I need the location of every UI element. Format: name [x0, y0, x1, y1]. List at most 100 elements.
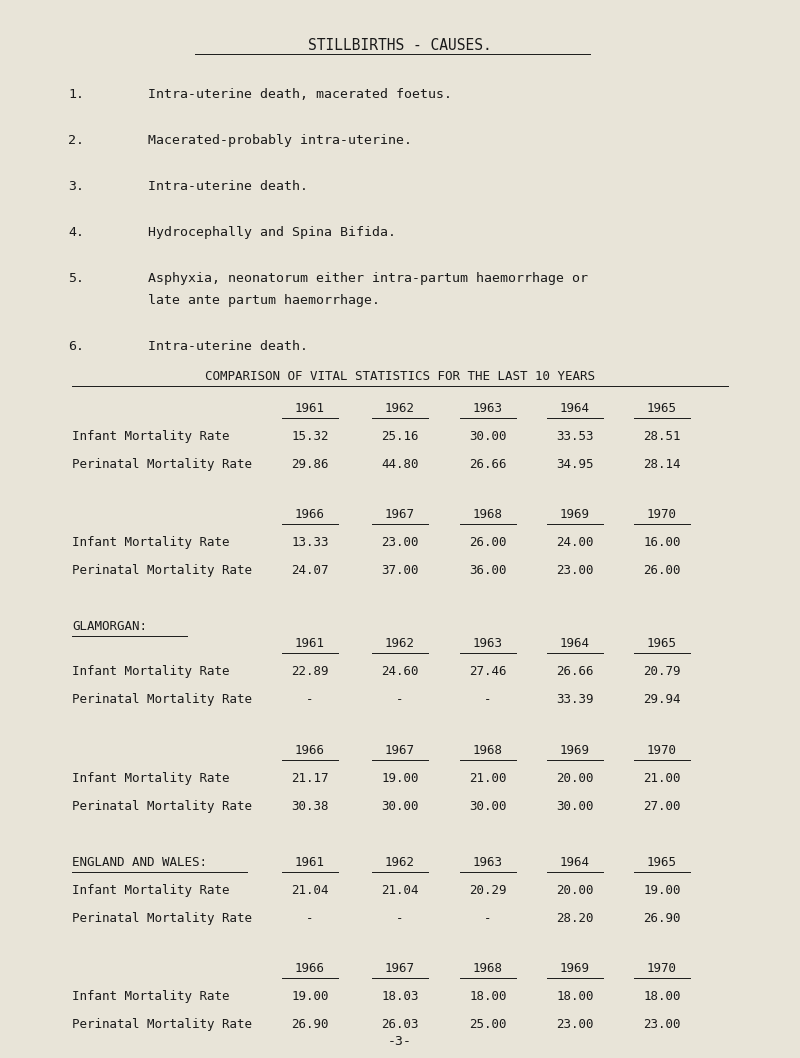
- Text: 21.17: 21.17: [291, 771, 329, 785]
- Text: 1964: 1964: [560, 637, 590, 651]
- Text: 20.79: 20.79: [643, 665, 681, 678]
- Text: 20.29: 20.29: [470, 883, 506, 896]
- Text: late ante partum haemorrhage.: late ante partum haemorrhage.: [148, 294, 380, 307]
- Text: 19.00: 19.00: [643, 883, 681, 896]
- Text: -3-: -3-: [388, 1035, 412, 1048]
- Text: 19.00: 19.00: [291, 990, 329, 1003]
- Text: 18.03: 18.03: [382, 990, 418, 1003]
- Text: 22.89: 22.89: [291, 665, 329, 678]
- Text: 23.00: 23.00: [556, 564, 594, 578]
- Text: Hydrocephally and Spina Bifida.: Hydrocephally and Spina Bifida.: [148, 226, 396, 239]
- Text: 28.14: 28.14: [643, 458, 681, 471]
- Text: 23.00: 23.00: [382, 536, 418, 549]
- Text: 1970: 1970: [647, 962, 677, 975]
- Text: 1962: 1962: [385, 637, 415, 651]
- Text: 23.00: 23.00: [643, 1018, 681, 1030]
- Text: 29.94: 29.94: [643, 693, 681, 706]
- Text: 1963: 1963: [473, 637, 503, 651]
- Text: Infant Mortality Rate: Infant Mortality Rate: [72, 883, 230, 896]
- Text: 33.39: 33.39: [556, 693, 594, 706]
- Text: 21.04: 21.04: [291, 883, 329, 896]
- Text: Infant Mortality Rate: Infant Mortality Rate: [72, 990, 230, 1003]
- Text: 1961: 1961: [295, 856, 325, 869]
- Text: 1968: 1968: [473, 744, 503, 756]
- Text: 1.: 1.: [68, 88, 84, 101]
- Text: ENGLAND AND WALES:: ENGLAND AND WALES:: [72, 856, 207, 869]
- Text: 28.51: 28.51: [643, 430, 681, 443]
- Text: Perinatal Mortality Rate: Perinatal Mortality Rate: [72, 800, 252, 813]
- Text: 30.00: 30.00: [470, 800, 506, 813]
- Text: 1969: 1969: [560, 509, 590, 522]
- Text: 30.38: 30.38: [291, 800, 329, 813]
- Text: Infant Mortality Rate: Infant Mortality Rate: [72, 771, 230, 785]
- Text: 21.00: 21.00: [470, 771, 506, 785]
- Text: Intra-uterine death.: Intra-uterine death.: [148, 180, 308, 193]
- Text: 1970: 1970: [647, 509, 677, 522]
- Text: 21.00: 21.00: [643, 771, 681, 785]
- Text: 1967: 1967: [385, 962, 415, 975]
- Text: 1961: 1961: [295, 402, 325, 415]
- Text: 26.03: 26.03: [382, 1018, 418, 1030]
- Text: 1965: 1965: [647, 637, 677, 651]
- Text: 23.00: 23.00: [556, 1018, 594, 1030]
- Text: 1964: 1964: [560, 402, 590, 415]
- Text: 4.: 4.: [68, 226, 84, 239]
- Text: Asphyxia, neonatorum either intra-partum haemorrhage or: Asphyxia, neonatorum either intra-partum…: [148, 272, 588, 285]
- Text: 18.00: 18.00: [643, 990, 681, 1003]
- Text: -: -: [484, 693, 492, 706]
- Text: 27.46: 27.46: [470, 665, 506, 678]
- Text: 33.53: 33.53: [556, 430, 594, 443]
- Text: 26.66: 26.66: [556, 665, 594, 678]
- Text: 1967: 1967: [385, 509, 415, 522]
- Text: 26.90: 26.90: [643, 912, 681, 925]
- Text: 1962: 1962: [385, 402, 415, 415]
- Text: 1964: 1964: [560, 856, 590, 869]
- Text: -: -: [306, 693, 314, 706]
- Text: 24.00: 24.00: [556, 536, 594, 549]
- Text: 1968: 1968: [473, 962, 503, 975]
- Text: 13.33: 13.33: [291, 536, 329, 549]
- Text: -: -: [396, 912, 404, 925]
- Text: 1961: 1961: [295, 637, 325, 651]
- Text: 18.00: 18.00: [470, 990, 506, 1003]
- Text: 28.20: 28.20: [556, 912, 594, 925]
- Text: 1965: 1965: [647, 856, 677, 869]
- Text: 1966: 1966: [295, 962, 325, 975]
- Text: 2.: 2.: [68, 134, 84, 147]
- Text: 26.66: 26.66: [470, 458, 506, 471]
- Text: 30.00: 30.00: [556, 800, 594, 813]
- Text: Intra-uterine death, macerated foetus.: Intra-uterine death, macerated foetus.: [148, 88, 452, 101]
- Text: 25.00: 25.00: [470, 1018, 506, 1030]
- Text: 26.90: 26.90: [291, 1018, 329, 1030]
- Text: 25.16: 25.16: [382, 430, 418, 443]
- Text: Perinatal Mortality Rate: Perinatal Mortality Rate: [72, 564, 252, 578]
- Text: 1970: 1970: [647, 744, 677, 756]
- Text: 15.32: 15.32: [291, 430, 329, 443]
- Text: Macerated-probably intra-uterine.: Macerated-probably intra-uterine.: [148, 134, 412, 147]
- Text: STILLBIRTHS - CAUSES.: STILLBIRTHS - CAUSES.: [308, 38, 492, 53]
- Text: 20.00: 20.00: [556, 771, 594, 785]
- Text: 16.00: 16.00: [643, 536, 681, 549]
- Text: 1963: 1963: [473, 856, 503, 869]
- Text: 24.07: 24.07: [291, 564, 329, 578]
- Text: 30.00: 30.00: [382, 800, 418, 813]
- Text: 18.00: 18.00: [556, 990, 594, 1003]
- Text: 21.04: 21.04: [382, 883, 418, 896]
- Text: Perinatal Mortality Rate: Perinatal Mortality Rate: [72, 693, 252, 706]
- Text: 27.00: 27.00: [643, 800, 681, 813]
- Text: 6.: 6.: [68, 340, 84, 353]
- Text: 19.00: 19.00: [382, 771, 418, 785]
- Text: 20.00: 20.00: [556, 883, 594, 896]
- Text: 1966: 1966: [295, 744, 325, 756]
- Text: 29.86: 29.86: [291, 458, 329, 471]
- Text: 5.: 5.: [68, 272, 84, 285]
- Text: 26.00: 26.00: [643, 564, 681, 578]
- Text: 1966: 1966: [295, 509, 325, 522]
- Text: 44.80: 44.80: [382, 458, 418, 471]
- Text: 34.95: 34.95: [556, 458, 594, 471]
- Text: 24.60: 24.60: [382, 665, 418, 678]
- Text: 1963: 1963: [473, 402, 503, 415]
- Text: 37.00: 37.00: [382, 564, 418, 578]
- Text: 1962: 1962: [385, 856, 415, 869]
- Text: Perinatal Mortality Rate: Perinatal Mortality Rate: [72, 458, 252, 471]
